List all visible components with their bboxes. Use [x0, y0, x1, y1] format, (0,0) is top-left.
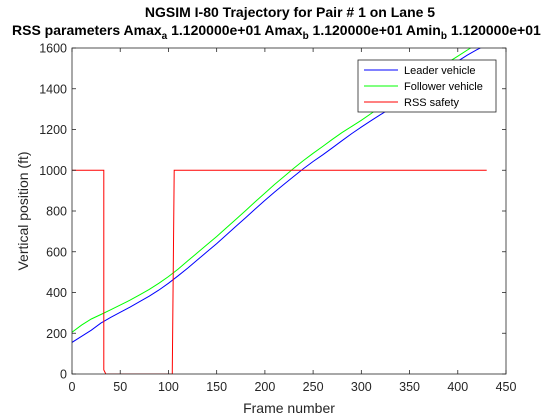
x-tick-label: 100	[158, 380, 179, 394]
legend-label-rss-safety: RSS safety	[404, 97, 460, 109]
subtitle-segment: 1.120000e+01 Amax	[167, 22, 303, 38]
chart-subtitle: RSS parameters Amaxa 1.120000e+01 Amaxb …	[12, 22, 541, 42]
subtitle-segment: RSS parameters Amax	[12, 22, 162, 38]
y-tick-label: 1600	[39, 42, 67, 56]
x-tick-label: 350	[399, 380, 420, 394]
x-tick-label: 200	[254, 380, 275, 394]
y-tick-label: 600	[46, 245, 67, 259]
x-tick-label: 250	[303, 380, 324, 394]
chart-title: NGSIM I-80 Trajectory for Pair # 1 on La…	[145, 4, 435, 20]
legend-label-follower-vehicle: Follower vehicle	[404, 81, 483, 93]
y-tick-label: 1400	[39, 82, 67, 96]
x-tick-label: 150	[206, 380, 227, 394]
y-axis-label: Vertical position (ft)	[15, 151, 31, 270]
legend-label-leader-vehicle: Leader vehicle	[404, 65, 476, 77]
y-tick-label: 200	[46, 327, 67, 341]
tick-layer: 0 50 100 150 200 250 300 350 400 450 0 200 400 600 800…	[39, 42, 516, 395]
series-line-rss-safety	[72, 169, 487, 374]
y-tick-label: 0	[60, 368, 67, 382]
x-tick-label: 50	[113, 380, 127, 394]
x-tick-label: 0	[69, 380, 76, 394]
subtitle-subscript: b	[303, 31, 309, 42]
y-tick-label: 800	[46, 205, 67, 219]
legend-items: Leader vehicle Follower vehicle RSS safety	[364, 65, 483, 109]
legend: Leader vehicle Follower vehicle RSS safety	[357, 59, 497, 113]
subtitle-subscript: a	[162, 31, 168, 42]
y-tick-label: 400	[46, 286, 67, 300]
subtitle-segment: 1.120000e+01 Amin	[309, 22, 441, 38]
subtitle-subscript: b	[441, 31, 447, 42]
x-tick-label: 450	[496, 380, 517, 394]
y-tick-label: 1000	[39, 164, 67, 178]
y-tick-label: 1200	[39, 123, 67, 137]
subtitle-segment: 1.120000e+01	[447, 22, 541, 38]
x-tick-label: 300	[351, 380, 372, 394]
x-axis-label: Frame number	[243, 400, 335, 416]
x-tick-label: 400	[447, 380, 468, 394]
